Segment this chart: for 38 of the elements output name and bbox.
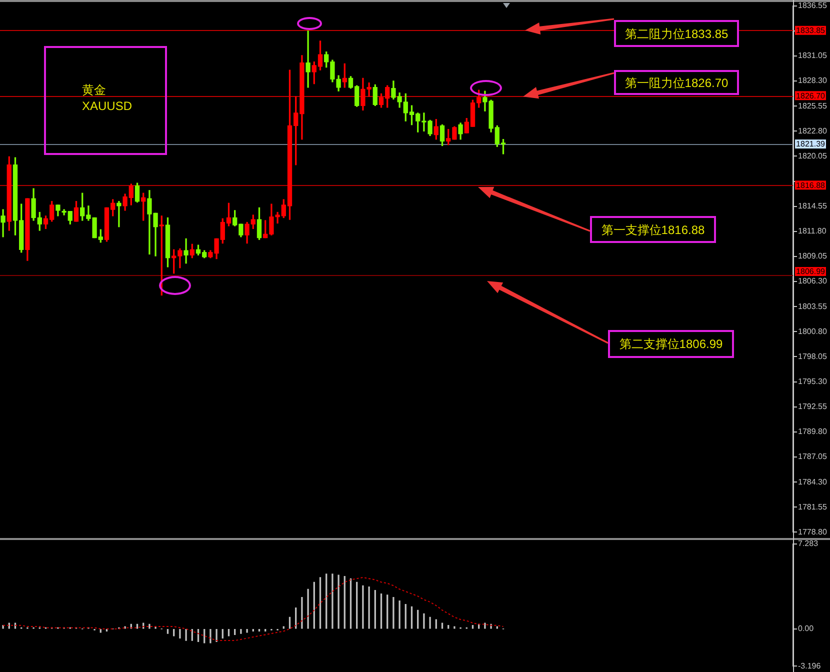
y-tick-label: 0.00 [798, 624, 814, 634]
y-tick-label: 1787.05 [798, 452, 828, 462]
y-tick-label: 1789.80 [798, 427, 828, 436]
y-tick-label: 1811.80 [798, 226, 827, 236]
y-tick-label: 7.283 [798, 539, 819, 548]
y-tick-label: 1822.80 [798, 126, 828, 136]
line-series [2, 576, 504, 642]
ref-line-label: 1806.99 [796, 267, 826, 276]
candlestick [116, 200, 122, 228]
ref-line-label: 1821.39 [796, 140, 826, 149]
candlestick [306, 30, 310, 88]
y-tick-label: 1828.30 [798, 76, 828, 86]
annotation: 黄金 XAUUSD [82, 82, 132, 114]
candlestick [184, 238, 188, 264]
y-tick-label: 1792.55 [798, 402, 828, 412]
y-tick-label: 1778.80 [798, 527, 828, 536]
y-tick-label: 1781.55 [798, 502, 828, 512]
y-tick-label: 1814.55 [798, 202, 828, 211]
y-tick-label: 1795.30 [798, 377, 828, 386]
y-tick-label: 1784.30 [798, 477, 828, 486]
y-tick-label: 1800.80 [798, 326, 828, 336]
y-tick-label: 1825.55 [798, 101, 828, 110]
ref-line-label: 1816.88 [796, 180, 826, 190]
y-tick-label: 1809.05 [798, 252, 828, 261]
candlestick [0, 209, 6, 238]
y-tick-label: 1798.05 [798, 352, 828, 361]
y-tick-label: 1806.30 [798, 276, 828, 286]
y-tick-label: -3.196 [798, 661, 822, 670]
y-tick-label: 1803.55 [798, 302, 828, 311]
annotation: 第二支撑位1806.99 [608, 330, 734, 358]
ref-line-label: 1833.85 [796, 26, 826, 36]
y-tick-label: 1831.05 [798, 51, 828, 60]
annotation: 第一阻力位1826.70 [614, 70, 739, 95]
y-tick-label: 1836.55 [798, 1, 828, 10]
annotation: 第一支撑位1816.88 [590, 216, 716, 243]
annotation: 第二阻力位1833.85 [614, 20, 739, 47]
y-tick-label: 1820.05 [798, 151, 828, 160]
ref-line-label: 1826.70 [796, 91, 826, 100]
